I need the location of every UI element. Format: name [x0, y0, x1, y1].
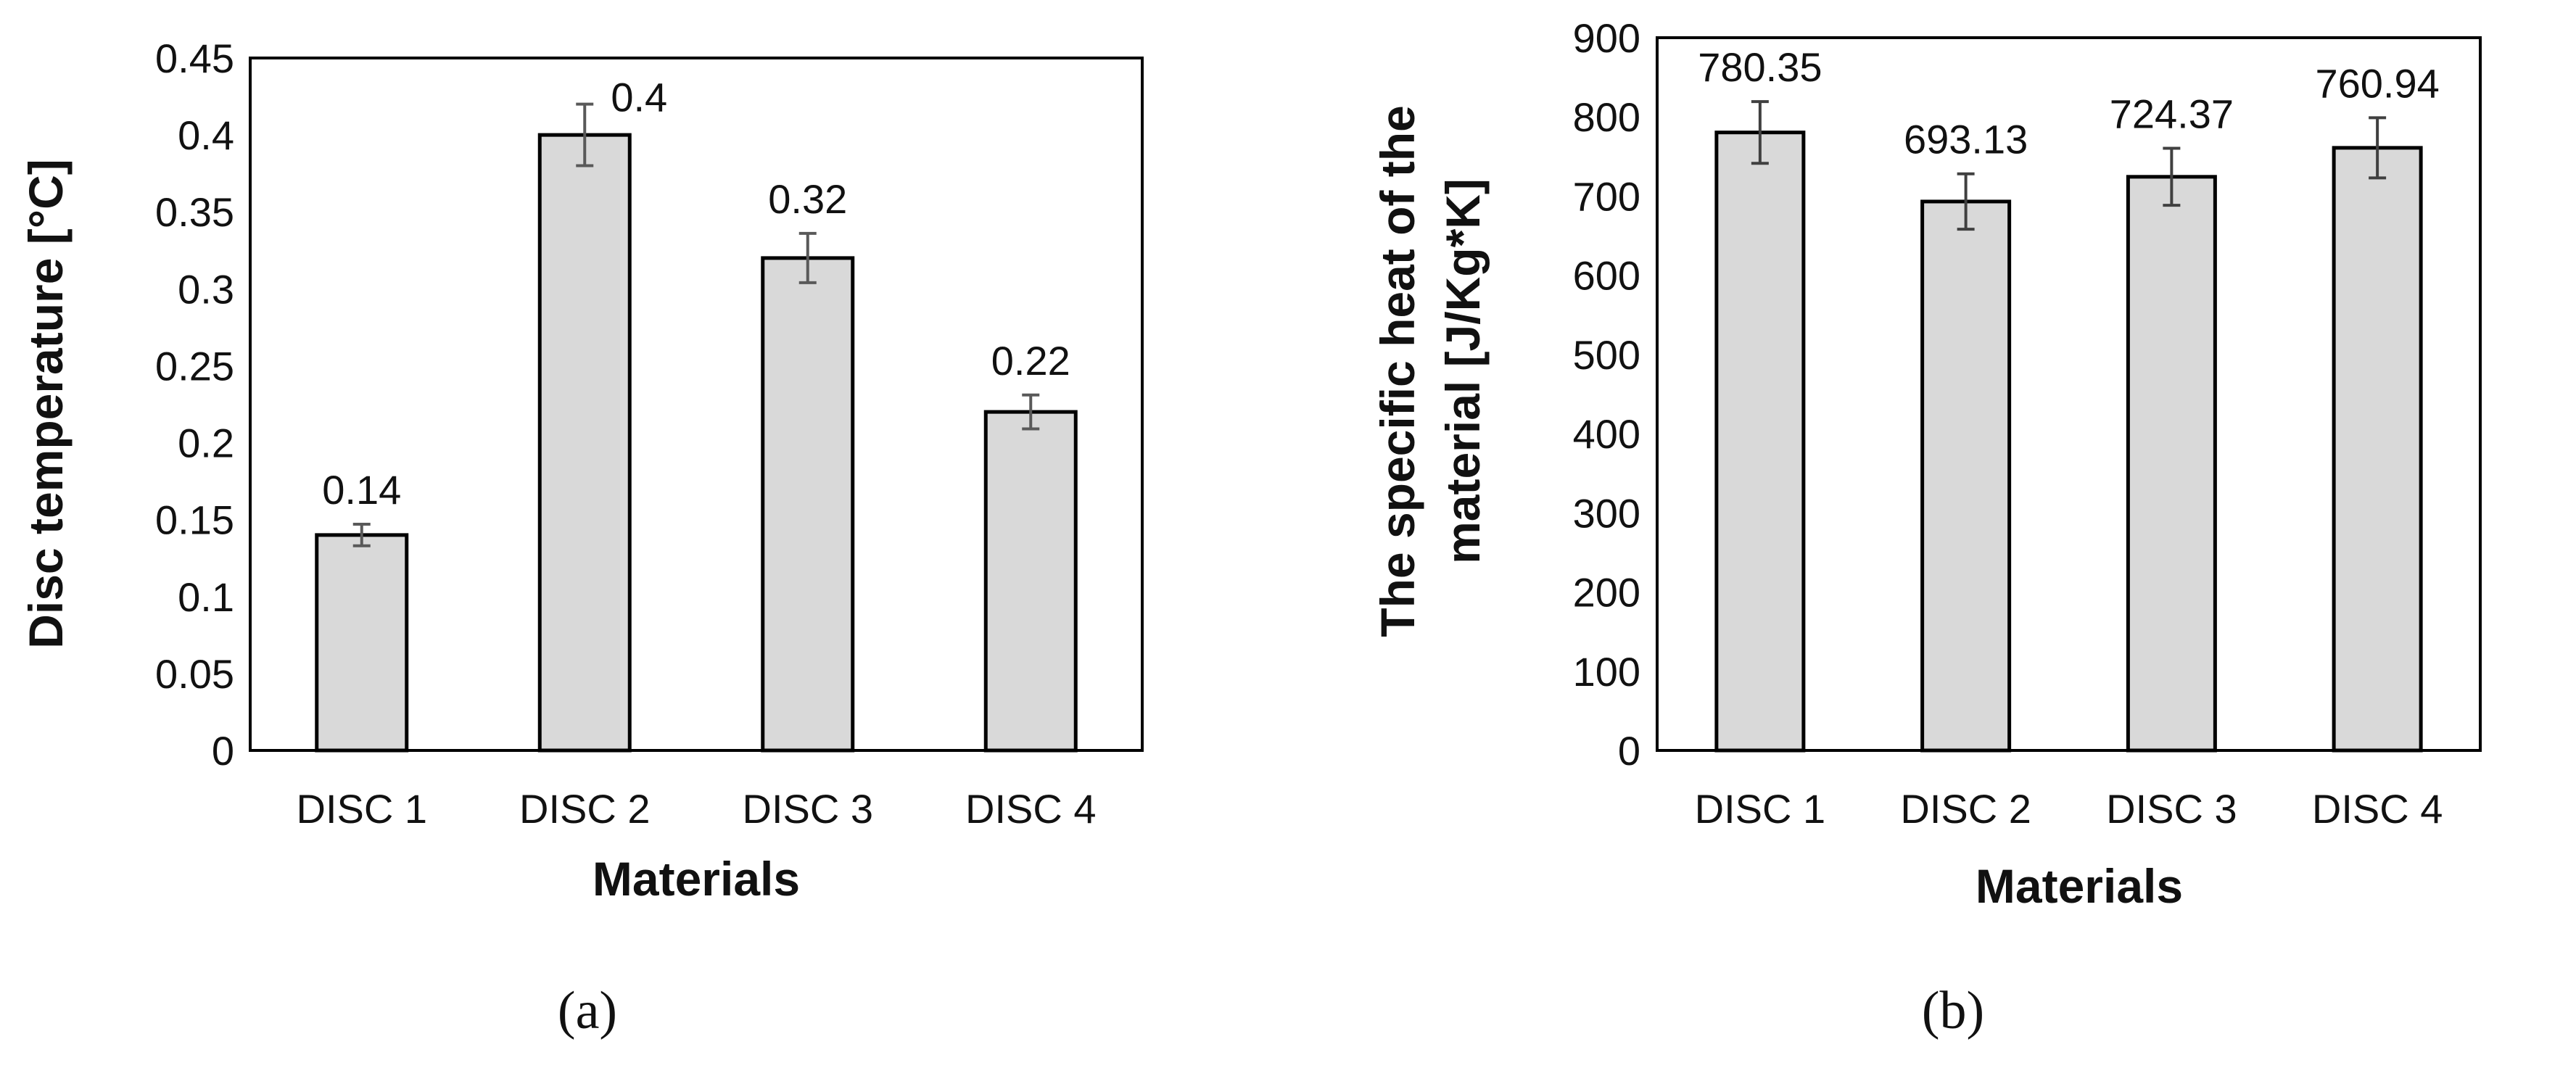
chart-b-ytick-label: 200 [1573, 570, 1640, 616]
chart-b-category-label: DISC 3 [2106, 786, 2237, 832]
chart-b-frame [1656, 36, 2482, 752]
chart-b-ytick-label: 300 [1573, 490, 1640, 536]
chart-b-bar [2126, 175, 2217, 753]
chart-a-ytick-label: 0.4 [178, 112, 234, 158]
chart-a-marks: 0 0.05 0.1 0.15 0.2 0.25 0.3 0.35 0.4 0.45 0.14 DIS… [155, 36, 1097, 832]
chart-b-ytick-label: 0 [1618, 728, 1640, 774]
chart-a-frame [249, 57, 1144, 752]
chart-b-xlabel: Materials [1976, 859, 2183, 913]
chart-a-category-label: DISC 3 [743, 786, 874, 832]
chart-a-ylabel: Disc temperature [°C] [19, 159, 73, 649]
chart-a-data-label: 0.22 [991, 338, 1070, 384]
chart-b-bar [1714, 131, 1806, 753]
chart-b-ytick-label: 400 [1573, 411, 1640, 457]
chart-b-ylabel-line1: The specific heat of the [1371, 105, 1424, 637]
chart-a: 0 0.05 0.1 0.15 0.2 0.25 0.3 0.35 0.4 0.45 0.14 DIS… [19, 36, 1144, 1040]
chart-b-marks: 0 100 200 300 400 500 600 700 800 900 780.35 DISC 1… [1573, 15, 2443, 832]
chart-a-ytick-label: 0.15 [155, 497, 234, 543]
chart-b-data-label: 724.37 [2110, 91, 2234, 137]
chart-b-ytick-label: 600 [1573, 253, 1640, 299]
chart-a-xlabel: Materials [593, 852, 800, 906]
chart-b-category-label: DISC 4 [2312, 786, 2443, 832]
chart-b-ytick-label: 500 [1573, 332, 1640, 378]
chart-b-category-label: DISC 2 [1900, 786, 2031, 832]
chart-a-category-label: DISC 2 [519, 786, 651, 832]
chart-a-ytick-label: 0.2 [178, 421, 234, 466]
chart-a-category-label: DISC 4 [965, 786, 1097, 832]
chart-a-bar [983, 410, 1078, 753]
chart-a-data-label: 0.32 [768, 176, 847, 222]
chart-b-bar [2332, 146, 2423, 753]
chart-b-ytick-label: 100 [1573, 649, 1640, 695]
chart-a-ytick-label: 0 [212, 728, 234, 774]
chart-a-bar [537, 133, 632, 753]
chart-b-panel-label: (b) [1922, 981, 1984, 1040]
chart-b-data-label: 760.94 [2315, 60, 2439, 106]
chart-b-ytick-label: 800 [1573, 94, 1640, 140]
chart-a-data-label: 0.14 [322, 467, 401, 513]
chart-b: 0 100 200 300 400 500 600 700 800 900 780.35 DISC 1… [1371, 15, 2482, 1040]
chart-a-bar [315, 533, 409, 753]
chart-b-bar [1920, 199, 2012, 753]
chart-a-ytick-label: 0.05 [155, 651, 234, 697]
chart-a-data-label: 0.4 [611, 75, 667, 120]
chart-b-ylabel-line2: material [J/Kg*K] [1436, 178, 1490, 564]
chart-b-ytick-label: 900 [1573, 15, 1640, 61]
chart-a-ytick-label: 0.45 [155, 36, 234, 81]
chart-b-ytick-label: 700 [1573, 173, 1640, 219]
chart-a-ytick-label: 0.25 [155, 343, 234, 389]
chart-a-bar [761, 256, 855, 753]
chart-a-panel-label: (a) [558, 981, 617, 1040]
chart-a-ytick-label: 0.35 [155, 189, 234, 235]
chart-b-data-label: 780.35 [1698, 44, 1822, 90]
chart-a-ytick-label: 0.1 [178, 574, 234, 620]
chart-a-category-label: DISC 1 [297, 786, 428, 832]
chart-b-data-label: 693.13 [1904, 117, 2028, 162]
chart-a-ytick-label: 0.3 [178, 266, 234, 312]
chart-b-category-label: DISC 1 [1695, 786, 1826, 832]
